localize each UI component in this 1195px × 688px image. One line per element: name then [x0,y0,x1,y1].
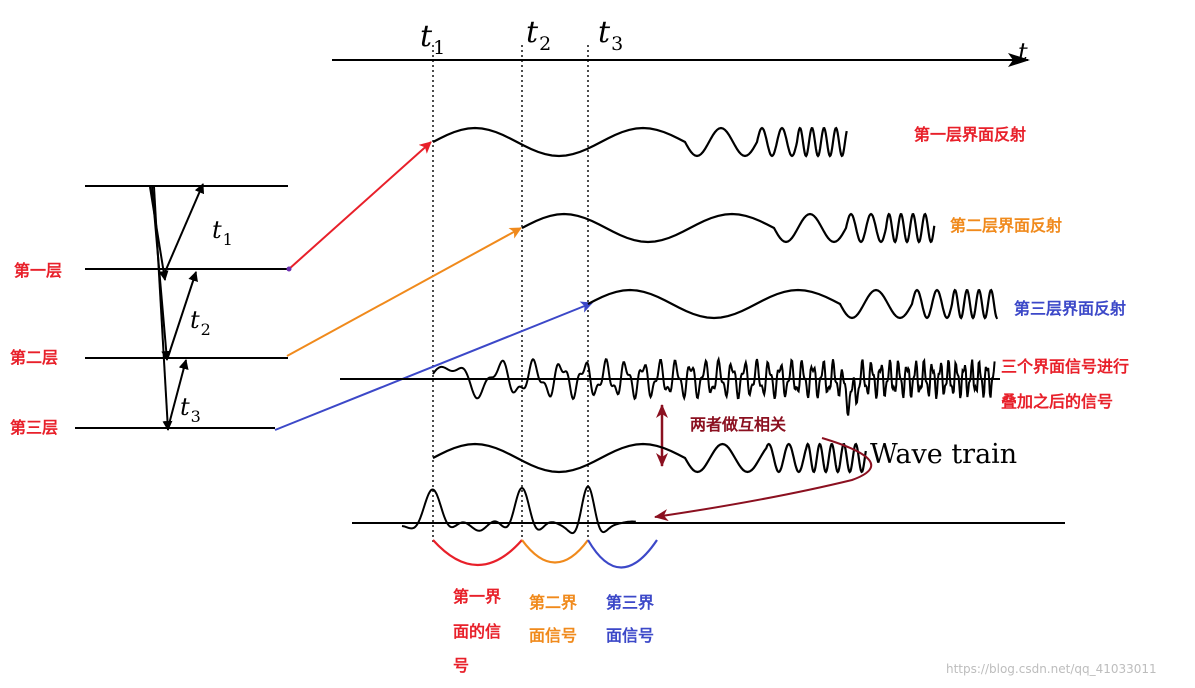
result-label-2-line2: 面信号 [529,626,578,645]
wave-train [432,442,867,474]
superposed-wave [432,356,996,416]
bracket-interface-2 [521,539,589,564]
correlation-result-wave [401,485,636,535]
ray-label-t2: t2 [190,306,211,339]
ray-label-t3: t3 [180,393,201,426]
result-label-1-line2: 面的信 [453,622,502,641]
time-marker-t2: t2 [526,15,552,55]
superposed-label-line2: 叠加之后的信号 [1001,392,1114,411]
layer-label-1: 第一层 [14,261,63,280]
time-marker-t1: t1 [420,19,446,59]
wave-train-callout-arrow [654,437,873,522]
layer-label-2: 第二层 [10,348,59,367]
result-label-1-line3: 号 [453,656,470,675]
time-marker-t3: t3 [598,15,624,55]
watermark: https://blog.csdn.net/qq_41033011 [946,662,1157,676]
mapping-arrow-layer1 [288,141,432,270]
correlation-label: 两者做互相关 [690,415,787,434]
mapping-dot-layer1 [286,266,292,272]
result-label-3-line1: 第三界 [606,593,655,612]
result-label-1-line1: 第一界 [453,587,502,606]
result-label-3-line2: 面信号 [606,626,655,645]
mapping-arrow-layer2 [286,227,522,357]
layer-label-3: 第三层 [10,418,59,437]
axis-t-label: t [1018,38,1028,66]
wave-train-label: Wave train [870,439,1018,470]
superposed-label-line1: 三个界面信号进行 [1001,357,1130,376]
reflection-label-3: 第三层界面反射 [1014,299,1127,318]
reflection-wave-3 [587,288,999,320]
mapping-arrow-layer3 [274,301,593,431]
result-label-2-line1: 第二界 [529,593,578,612]
reflection-label-1: 第一层界面反射 [914,125,1027,144]
ray-paths [149,183,205,431]
bracket-interface-3 [587,539,658,569]
reflection-wave-2 [521,212,936,244]
bracket-interface-1 [432,539,523,566]
reflection-wave-1 [432,126,848,158]
reflection-label-2: 第二层界面反射 [950,216,1063,235]
ray-label-t1: t1 [212,216,233,249]
